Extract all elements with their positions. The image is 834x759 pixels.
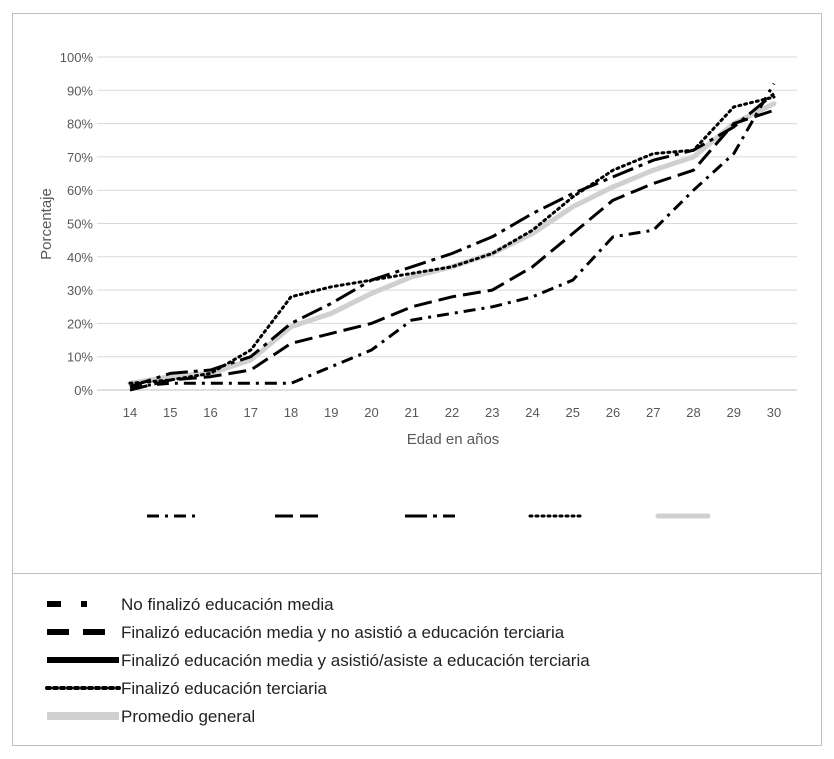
y-tick-label: 50% [67,217,93,232]
legend-label: Finalizó educación media y asistió/asist… [121,651,590,670]
y-tick-label: 60% [67,183,93,198]
y-axis-title: Porcentaje [38,188,55,260]
x-tick-label: 18 [284,405,298,420]
x-tick-label: 25 [566,405,580,420]
x-tick-label: 26 [606,405,620,420]
series-line [127,101,777,386]
x-tick-label: 17 [244,405,258,420]
x-tick-label: 28 [686,405,700,420]
series-line [129,82,776,389]
y-tick-label: 0% [74,383,93,398]
y-tick-label: 100% [60,50,94,65]
y-tick-label: 70% [67,150,93,165]
series-lines [127,82,777,392]
x-tick-label: 14 [123,405,137,420]
series-line [129,92,775,389]
x-tick-label: 30 [767,405,781,420]
series-line [129,108,775,392]
chart-area [12,13,822,574]
x-axis-title: Edad en años [407,431,500,448]
x-tick-label: 19 [324,405,338,420]
legend-label: Finalizó educación media y no asistió a … [121,623,565,642]
x-axis-ticks: 14 15 16 17 18 19 20 21 22 23 24 25 26 27 28 29 30 [123,405,781,420]
x-tick-label: 15 [163,405,177,420]
legend-box [12,574,822,746]
x-tick-label: 24 [525,405,539,420]
y-tick-label: 80% [67,117,93,132]
x-tick-label: 23 [485,405,499,420]
y-tick-label: 20% [67,316,93,331]
y-axis-ticks: 0% 10% 20% 30% 40% 50% 60% 70% 80% 90% 100% [60,50,94,398]
legend-label: Finalizó educación terciaria [121,679,328,698]
x-tick-label: 16 [203,405,217,420]
y-tick-label: 10% [67,350,93,365]
y-tick-label: 30% [67,283,93,298]
x-tick-label: 29 [727,405,741,420]
x-tick-label: 22 [445,405,459,420]
legend-label: No finalizó educación media [121,595,334,614]
legend-label: Promedio general [121,707,255,726]
x-tick-label: 20 [364,405,378,420]
legend: No finalizó educación media Finalizó educ… [45,595,590,726]
y-tick-label: 40% [67,250,93,265]
gridlines [97,56,797,358]
y-tick-label: 90% [67,83,93,98]
x-tick-label: 27 [646,405,660,420]
x-tick-label: 21 [405,405,419,420]
series-line [128,95,776,385]
